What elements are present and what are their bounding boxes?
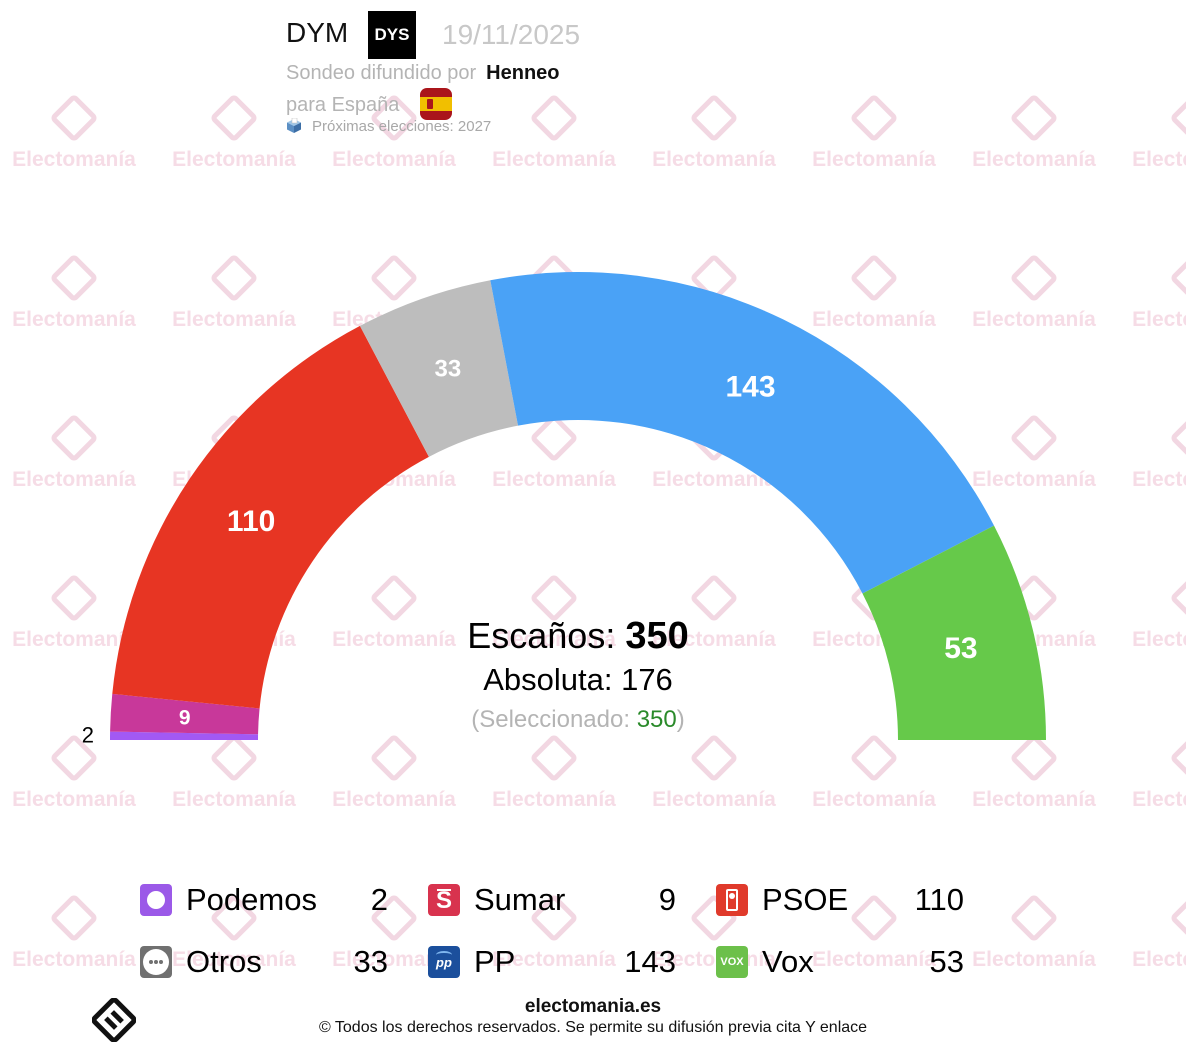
majority-value: 176 (621, 662, 673, 697)
psoe-fist-rose-icon (716, 884, 748, 916)
legend-label: Otros (186, 944, 262, 979)
spain-flag-icon (420, 88, 452, 120)
next-elections: Próximas elecciones: 2027 (312, 118, 492, 135)
total-seats: Escaños: 350 (378, 615, 778, 658)
legend-value: 143 (624, 944, 676, 979)
otros-dots-icon (140, 946, 172, 978)
slice-label-otros: 33 (435, 356, 462, 383)
pp-logo-icon: pp (428, 946, 460, 978)
hemicycle-slice-otros (359, 280, 519, 457)
vox-logo-icon: VOX (716, 946, 748, 978)
legend-item-psoe: PSOE 110 (716, 882, 964, 918)
hemicycle-slice-sumar (110, 693, 260, 735)
country-label: para España (286, 94, 400, 116)
slice-label-sumar: 9 (179, 707, 191, 730)
slice-label-psoe: 110 (227, 505, 275, 538)
legend-value: 9 (658, 882, 676, 917)
legend-label: Vox (762, 944, 814, 979)
podemos-circle-icon (140, 884, 172, 916)
legend-value: 110 (914, 882, 964, 917)
hemicycle-slice-podemos (110, 731, 259, 740)
legend-item-pp: pp PP 143 (428, 944, 676, 980)
legend-value: 33 (353, 944, 388, 979)
footer-site[interactable]: electomania.es (524, 996, 662, 1017)
legend-item-podemos: Podemos 2 (140, 882, 388, 918)
legend-value: 2 (370, 882, 388, 917)
footer-copyright: © Todos los derechos reservados. Se perm… (318, 1019, 868, 1036)
sumar-s-icon: S (428, 884, 460, 916)
legend-label: Podemos (186, 882, 317, 917)
hemicycle-slice-psoe (112, 325, 429, 709)
poll-date: 19/11/2025 (442, 19, 581, 50)
selected-value: 350 (636, 706, 677, 733)
slice-label-vox: 53 (944, 632, 977, 665)
slice-label-podemos: 2 (82, 723, 94, 748)
slice-label-pp: 143 (726, 371, 776, 404)
seats-total: 350 (625, 615, 689, 657)
legend-label: PP (474, 944, 516, 979)
media-name: Henneo (486, 62, 560, 84)
majority-line: Absoluta: 176 (378, 662, 778, 698)
selected-label: (Seleccionado: (471, 706, 631, 733)
ballot-box-icon (287, 118, 301, 133)
legend-item-sumar: S Sumar 9 (428, 882, 676, 918)
selected-close: ) (676, 706, 685, 733)
seats-label: Escaños: (467, 615, 616, 656)
hemicycle-slice-pp (490, 272, 995, 594)
legend-label: Sumar (474, 882, 566, 917)
legend-item-vox: VOX Vox 53 (716, 944, 964, 980)
disseminated-by-label: Sondeo difundido por (286, 62, 477, 84)
legend-label: PSOE (762, 882, 849, 917)
majority-label: Absoluta: (483, 662, 613, 697)
electomania-logo-icon (92, 998, 136, 1042)
selected-line: (Seleccionado: 350) (378, 706, 778, 734)
legend-value: 53 (929, 944, 964, 979)
pollster-logo: DYS (368, 11, 416, 59)
hemicycle-slice-vox (862, 525, 1046, 740)
pollster-name: DYM (286, 17, 349, 48)
legend-item-otros: Otros 33 (140, 944, 388, 980)
